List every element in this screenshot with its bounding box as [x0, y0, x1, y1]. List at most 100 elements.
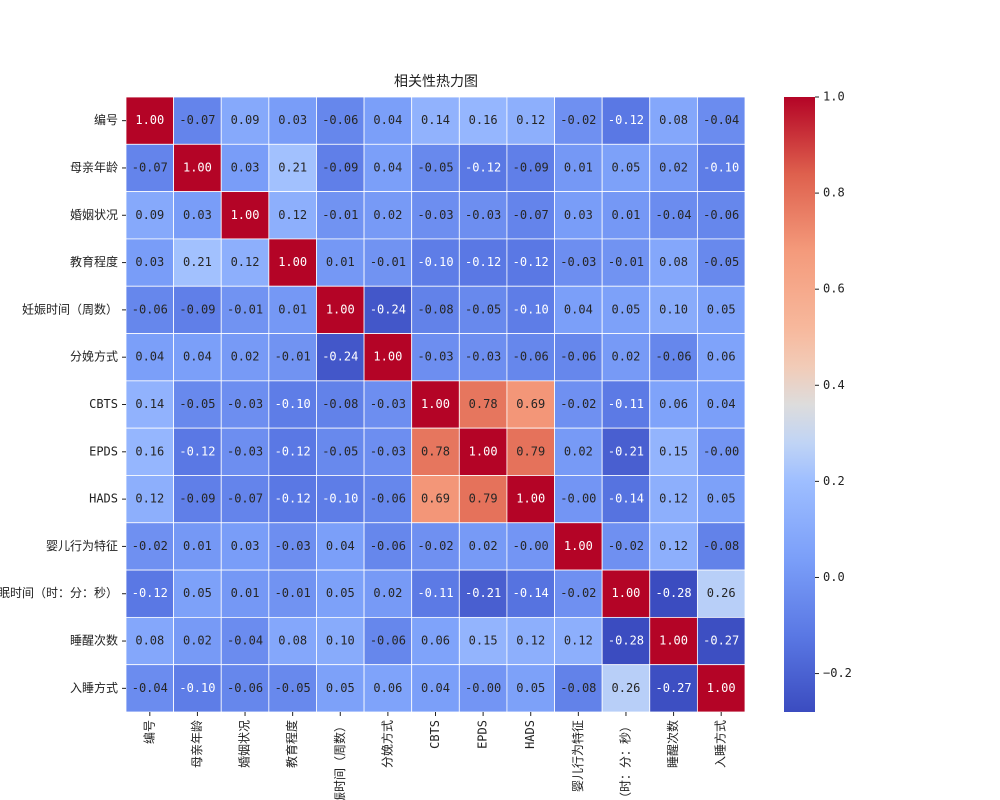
heatmap-cell — [649, 143, 698, 193]
cell-label: -0.21 — [608, 444, 644, 458]
heatmap-cell — [458, 569, 508, 618]
cell-label: -0.06 — [370, 492, 406, 506]
heatmap-cell — [363, 143, 413, 193]
cell-label: -0.03 — [560, 255, 596, 269]
heatmap-cell — [125, 333, 175, 382]
heatmap-cell — [506, 569, 555, 618]
heatmap-cell — [316, 191, 365, 240]
cell-label: 0.03 — [183, 208, 212, 222]
cell-label: 0.02 — [373, 586, 402, 600]
heatmap-cell — [220, 191, 270, 240]
cell-label: -0.03 — [465, 350, 501, 364]
heatmap-cell — [554, 238, 603, 287]
cell-label: -0.01 — [608, 255, 644, 269]
heatmap-cell — [173, 333, 222, 382]
cell-label: 0.03 — [564, 208, 593, 222]
heatmap-cell — [316, 427, 365, 476]
heatmap-cell — [411, 285, 460, 334]
heatmap-cell — [125, 191, 175, 240]
cell-label: 1.00 — [469, 444, 498, 458]
cell-label: 0.26 — [612, 681, 641, 695]
heatmap-cell — [649, 238, 698, 287]
heatmap-cell — [649, 333, 698, 382]
heatmap-cell — [220, 333, 270, 382]
cell-label: 0.14 — [135, 397, 164, 411]
cell-label: 0.04 — [564, 302, 593, 316]
cell-label: 0.21 — [278, 160, 307, 174]
cell-label: -0.01 — [370, 255, 406, 269]
cell-label: -0.00 — [465, 681, 501, 695]
cell-label: -0.04 — [656, 208, 692, 222]
x-tick-label: 编号 — [141, 720, 156, 744]
cell-label: 0.10 — [326, 634, 355, 648]
cell-label: -0.03 — [227, 444, 263, 458]
cell-label: 0.79 — [469, 492, 498, 506]
cell-label: 0.04 — [373, 160, 402, 174]
heatmap-cell — [411, 664, 460, 713]
heatmap-cell — [554, 96, 603, 145]
cell-label: 1.00 — [707, 681, 736, 695]
cell-label: -0.05 — [179, 397, 215, 411]
cell-label: 0.02 — [231, 350, 260, 364]
heatmap-cell — [220, 522, 270, 571]
cell-label: -0.03 — [370, 397, 406, 411]
y-tick-label: 入睡方式 — [70, 680, 118, 695]
heatmap-cell — [125, 569, 175, 618]
x-tick-label: CBTS — [428, 720, 442, 749]
heatmap-cell — [268, 143, 317, 193]
cell-label: 0.21 — [183, 255, 212, 269]
heatmap-cell — [173, 522, 222, 571]
heatmap-cell — [506, 333, 555, 382]
cell-label: 0.01 — [231, 586, 260, 600]
heatmap-cell — [458, 664, 508, 713]
heatmap-cell — [506, 143, 555, 193]
cell-label: 0.05 — [326, 681, 355, 695]
heatmap-cell — [173, 285, 222, 334]
cell-label: 0.06 — [373, 681, 402, 695]
cell-label: -0.00 — [560, 492, 596, 506]
heatmap-cell — [554, 522, 603, 571]
heatmap-cell — [220, 96, 270, 145]
heatmap-cell — [268, 380, 317, 429]
cell-label: -0.24 — [370, 302, 406, 316]
cell-label: 0.08 — [278, 634, 307, 648]
heatmap-cell — [363, 380, 413, 429]
heatmap-cell — [411, 427, 460, 476]
heatmap-cell — [506, 616, 555, 666]
cell-label: 0.04 — [135, 350, 164, 364]
heatmap-cell — [696, 569, 746, 618]
cell-label: -0.03 — [227, 397, 263, 411]
heatmap-cell — [363, 616, 413, 666]
cell-label: 1.00 — [421, 397, 450, 411]
heatmap-cell — [601, 380, 651, 429]
cell-label: 0.16 — [135, 444, 164, 458]
heatmap-cell — [316, 143, 365, 193]
heatmap-cell — [220, 238, 270, 287]
cell-label: -0.05 — [703, 255, 739, 269]
heatmap-cell — [268, 475, 317, 524]
colorbar-tick-label: 0.2 — [823, 474, 845, 488]
y-tick-label: 妊娠时间（周数） — [22, 301, 118, 316]
heatmap-cell — [411, 380, 460, 429]
heatmap-cell — [458, 96, 508, 145]
cell-label: 0.09 — [135, 208, 164, 222]
cell-label: -0.01 — [227, 302, 263, 316]
cell-label: 0.12 — [659, 539, 688, 553]
cell-label: 1.00 — [326, 302, 355, 316]
y-tick-label: CBTS — [89, 397, 118, 411]
y-tick-label: 睡醒次数 — [70, 633, 118, 648]
cell-label: -0.11 — [608, 397, 644, 411]
cell-label: 0.12 — [564, 634, 593, 648]
heatmap-cell — [363, 96, 413, 145]
cell-label: 0.08 — [659, 255, 688, 269]
cell-label: 0.05 — [516, 681, 545, 695]
heatmap-cell — [173, 569, 222, 618]
cell-label: -0.10 — [179, 681, 215, 695]
heatmap-cell — [220, 380, 270, 429]
heatmap-cell — [316, 333, 365, 382]
cell-label: -0.03 — [370, 444, 406, 458]
cell-label: -0.12 — [275, 444, 311, 458]
cell-label: -0.06 — [322, 113, 358, 127]
cell-label: 0.10 — [659, 302, 688, 316]
